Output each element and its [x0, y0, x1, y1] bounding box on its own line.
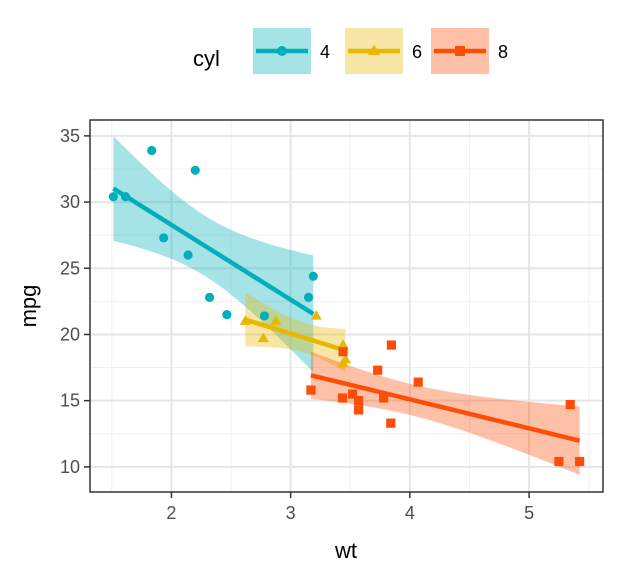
- legend-label-4: 4: [320, 42, 330, 62]
- y-tick-label: 20: [60, 324, 80, 344]
- y-tick-label: 25: [60, 258, 80, 278]
- data-point-4: [204, 292, 215, 302]
- data-point-8: [575, 456, 585, 467]
- data-point-8: [354, 396, 364, 406]
- x-tick-label: 2: [166, 503, 176, 523]
- data-point-6: [310, 309, 322, 320]
- data-point-4: [259, 311, 270, 321]
- plot-panel: [90, 120, 603, 492]
- data-point-4: [183, 250, 193, 260]
- panel-border: [89, 119, 604, 493]
- data-point-6: [239, 315, 251, 325]
- data-point-8: [413, 377, 423, 387]
- data-point-4: [108, 192, 118, 202]
- y-tick-label: 30: [60, 192, 80, 212]
- confidence-band-8: [310, 351, 580, 475]
- legend-marker-6: [368, 44, 380, 55]
- legend-title: cyl: [193, 46, 220, 71]
- regression-line-8: [310, 373, 581, 443]
- data-point-8: [354, 405, 364, 415]
- data-point-8: [565, 400, 575, 410]
- data-point-6: [270, 315, 282, 325]
- legend: cyl 4 6 8: [193, 28, 508, 74]
- y-tick-label: 15: [60, 391, 80, 411]
- data-point-8: [379, 393, 389, 403]
- y-tick-label: 35: [60, 126, 80, 146]
- data-point-4: [120, 192, 131, 202]
- confidence-band-6: [245, 292, 346, 373]
- data-point-8: [337, 393, 348, 403]
- data-point-8: [348, 389, 358, 399]
- data-point-8: [373, 365, 383, 375]
- data-point-8: [386, 340, 396, 350]
- data-point-6: [337, 357, 349, 368]
- data-point-6: [257, 332, 269, 343]
- x-tick-label: 3: [286, 503, 296, 523]
- data-point-4: [222, 310, 232, 320]
- data-point-8: [338, 347, 348, 357]
- data-point-4: [303, 292, 314, 302]
- data-point-4: [190, 165, 200, 175]
- y-axis-label: mpg: [16, 285, 41, 328]
- data-point-6: [337, 339, 349, 349]
- y-tick-label: 10: [60, 457, 80, 477]
- legend-marker-8: [455, 46, 465, 56]
- data-point-4: [159, 233, 169, 243]
- x-axis-label: wt: [334, 538, 357, 563]
- legend-label-8: 8: [498, 42, 508, 62]
- regression-line-6: [244, 317, 347, 353]
- data-point-8: [554, 456, 564, 467]
- x-tick-label: 5: [524, 503, 534, 523]
- data-point-4: [308, 271, 318, 281]
- regression-line-4: [112, 186, 315, 316]
- x-tick-label: 4: [405, 503, 415, 523]
- legend-label-6: 6: [412, 42, 422, 62]
- legend-marker-4: [277, 46, 287, 56]
- data-point-8: [306, 385, 316, 395]
- data-point-4: [147, 145, 157, 156]
- data-point-8: [386, 418, 396, 428]
